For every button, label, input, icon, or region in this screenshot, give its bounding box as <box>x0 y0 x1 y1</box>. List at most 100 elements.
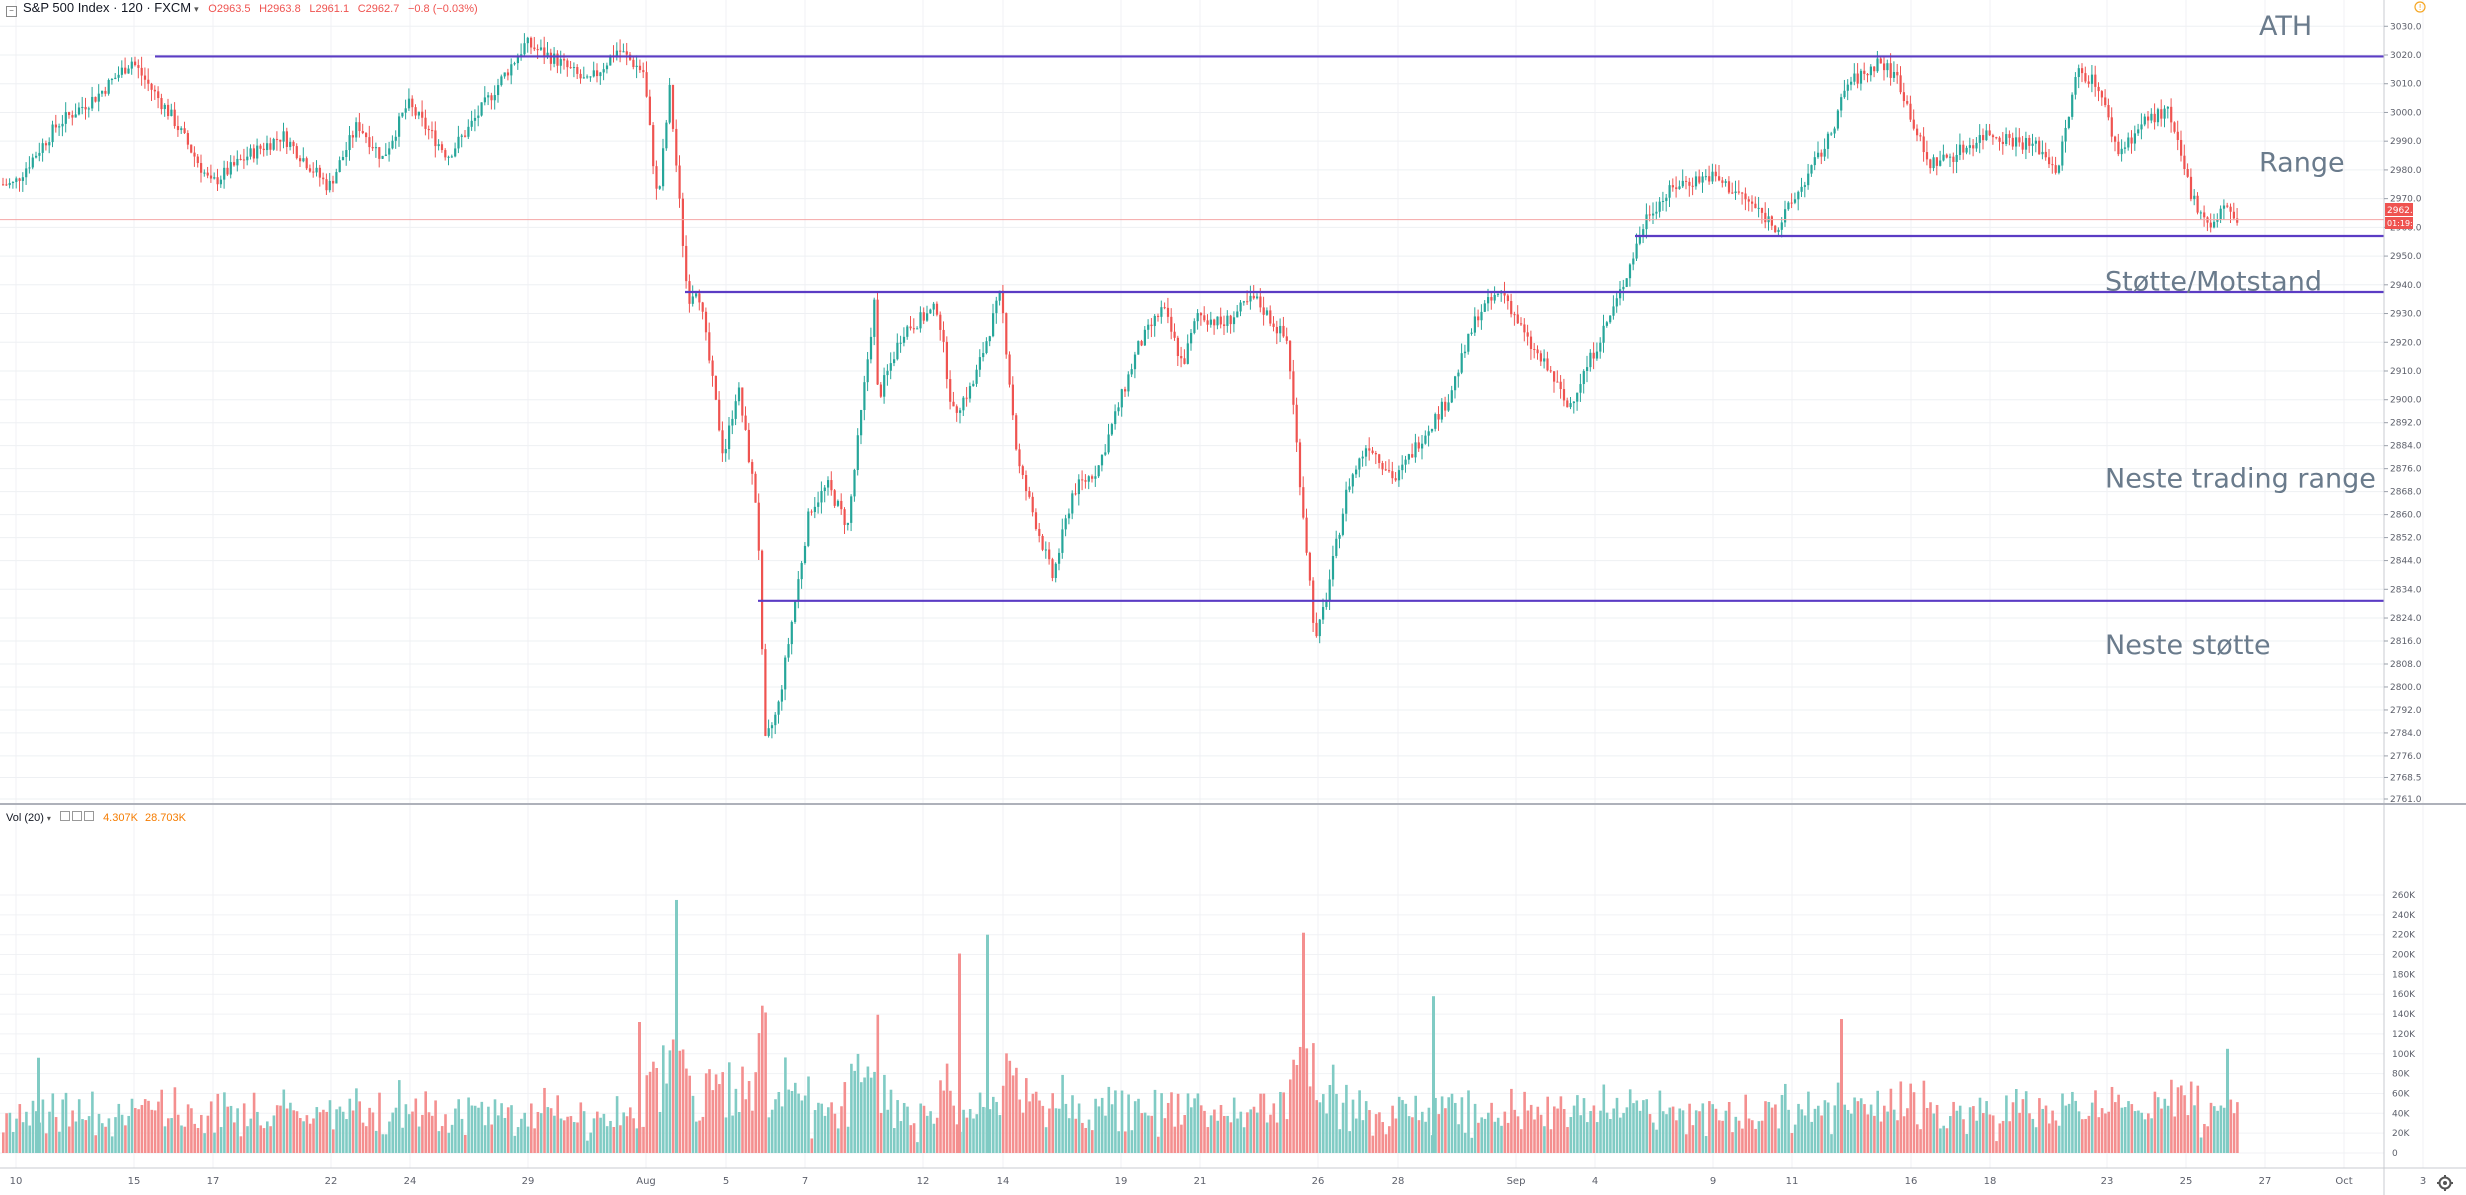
chevron-down-icon[interactable]: ▾ <box>194 4 199 14</box>
volume-bar <box>1457 1124 1460 1153</box>
volume-bar <box>863 1077 866 1153</box>
volume-bar <box>114 1117 117 1153</box>
candle <box>1635 233 1638 261</box>
volume-bar <box>1850 1113 1853 1153</box>
symbol-title[interactable]: S&P 500 Index · 120 · FXCM <box>23 0 192 15</box>
candle <box>741 387 744 423</box>
volume-bar <box>1401 1100 1404 1153</box>
volume-bar <box>592 1118 596 1153</box>
candle <box>1586 355 1589 383</box>
candle <box>1133 351 1137 379</box>
volume-bar <box>233 1122 236 1153</box>
volume-bar <box>619 1125 622 1153</box>
volume-bar <box>1751 1120 1754 1153</box>
volume-bar <box>41 1099 45 1153</box>
candle <box>876 291 879 385</box>
candle <box>1315 612 1318 638</box>
candle <box>1282 316 1285 338</box>
volume-bar <box>2008 1121 2011 1153</box>
volume-bar <box>2051 1110 2054 1153</box>
candle <box>2222 199 2226 220</box>
candle <box>998 290 1001 306</box>
volume-bar <box>58 1131 61 1153</box>
volume-bar <box>965 1117 969 1153</box>
annotation-label[interactable]: ATH <box>2259 11 2312 42</box>
candle <box>477 105 480 127</box>
volume-bar <box>912 1123 916 1153</box>
volume-bar <box>2057 1125 2061 1153</box>
candle <box>1054 562 1057 583</box>
volume-bar <box>734 1088 738 1153</box>
candle <box>266 135 269 156</box>
volume-bar <box>1998 1123 2002 1153</box>
candle <box>1797 190 1800 211</box>
info-icon[interactable]: ! <box>2414 1 2426 13</box>
collapse-icon[interactable]: − <box>6 6 17 17</box>
volume-bar <box>605 1126 609 1153</box>
volume-bar <box>1533 1119 1536 1153</box>
candle <box>1335 530 1338 559</box>
candle <box>143 67 147 89</box>
volume-bar <box>724 1117 728 1153</box>
volume-bar <box>1995 1141 1998 1153</box>
candle <box>1595 342 1599 361</box>
candle <box>1747 196 1750 212</box>
candle <box>233 155 236 167</box>
annotation-label[interactable]: Range <box>2259 147 2345 178</box>
volume-bar <box>645 1075 649 1153</box>
volume-label[interactable]: Vol (20) <box>6 812 44 824</box>
volume-bar <box>1902 1116 1906 1153</box>
volume-bar <box>1183 1115 1186 1153</box>
volume-bar <box>2183 1095 2186 1153</box>
volume-bar <box>1028 1101 1031 1153</box>
volume-bar <box>1282 1092 1285 1153</box>
volume-bar <box>1919 1129 1922 1153</box>
horizontal-levels <box>0 55 2384 602</box>
candle <box>2203 205 2206 227</box>
candle <box>1265 307 1269 316</box>
time-tick-label: 27 <box>2259 1176 2272 1187</box>
volume-bar <box>642 1126 645 1153</box>
candle <box>2170 98 2173 133</box>
time-axis-ticks: 10 15 17 22 24 29 Aug 5 7 12 14 19 21 26 28 Sep 4 9 11 16 18… <box>10 1176 2427 1187</box>
candle <box>1322 598 1325 624</box>
volume-bar <box>2176 1087 2180 1153</box>
volume-bar <box>1371 1135 1375 1153</box>
candle <box>1414 433 1417 463</box>
candle <box>25 162 28 185</box>
volume-bar <box>1269 1114 1272 1153</box>
volume-bar <box>348 1098 352 1153</box>
settings-icon[interactable] <box>72 811 82 821</box>
volume-bar <box>797 1093 800 1153</box>
annotation-label[interactable]: Støtte/Motstand <box>2105 266 2322 297</box>
candle <box>1196 309 1199 330</box>
candle <box>916 326 919 330</box>
volume-bar <box>889 1089 893 1153</box>
candle <box>186 130 189 150</box>
annotation-label[interactable]: Neste trading range <box>2105 463 2376 494</box>
volume-bar <box>249 1118 253 1153</box>
candle <box>497 78 500 103</box>
candle <box>1411 443 1414 458</box>
volume-bar <box>1417 1120 1421 1153</box>
candle <box>1529 330 1533 360</box>
volume-bar <box>1770 1107 1774 1153</box>
settings-gear-icon[interactable] <box>2437 1175 2453 1191</box>
volume-tick-label: 100K <box>2392 1050 2416 1060</box>
annotation-label[interactable]: Neste støtte <box>2105 630 2271 661</box>
candle <box>863 375 866 421</box>
candle <box>1724 178 1727 187</box>
volume-bar <box>1797 1103 1800 1153</box>
volume-bar <box>1595 1122 1599 1153</box>
candle <box>751 459 754 485</box>
candle <box>939 311 942 341</box>
candle <box>160 93 163 115</box>
close-icon[interactable] <box>84 811 94 821</box>
eye-icon[interactable] <box>60 811 70 821</box>
candle <box>1457 369 1460 388</box>
candle <box>2117 133 2120 157</box>
candle <box>378 146 381 168</box>
candle <box>1645 203 1648 239</box>
chevron-down-icon[interactable]: ▾ <box>46 814 51 823</box>
